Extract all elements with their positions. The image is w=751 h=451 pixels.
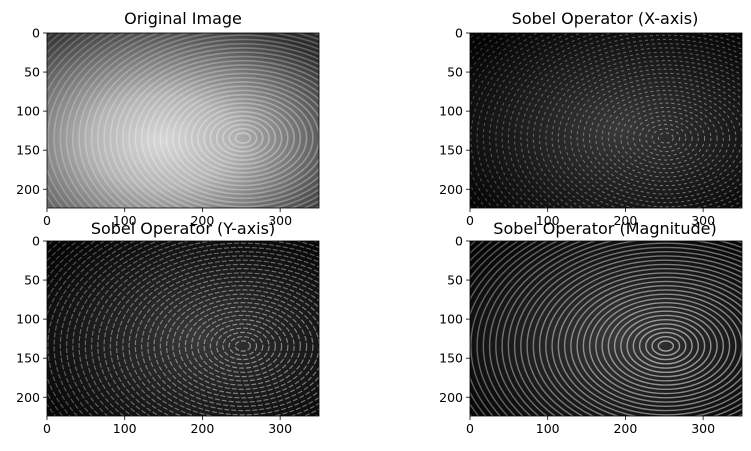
y-tick-label: 200 xyxy=(16,390,40,405)
y-tick-label: 50 xyxy=(447,65,463,80)
y-tick-label: 50 xyxy=(447,273,463,288)
x-tick-label: 200 xyxy=(613,213,637,228)
y-tick-label: 150 xyxy=(439,351,463,366)
y-tick-label: 100 xyxy=(16,104,40,119)
panel-title: Sobel Operator (X-axis) xyxy=(512,9,699,28)
panel-sobel-magnitude: 0 100 200 300 0 50 100 150 200 Sobel Operator (M… xyxy=(439,219,743,437)
y-tick-label: 200 xyxy=(439,182,463,197)
x-tick-label: 100 xyxy=(536,421,560,436)
panel-title: Sobel Operator (Magnitude) xyxy=(493,219,716,238)
panel-sobel-x: Sobel Operator (X-axis) 0 100 200 300 0 50 100… xyxy=(439,9,743,229)
y-tick-label: 150 xyxy=(16,351,40,366)
panel-title: Sobel Operator (Y-axis) xyxy=(91,219,275,238)
y-tick-label: 0 xyxy=(32,26,40,41)
y-tick-label: 50 xyxy=(24,65,40,80)
y-tick-label: 150 xyxy=(16,143,40,158)
x-tick-label: 200 xyxy=(190,213,214,228)
image-original xyxy=(47,33,319,208)
y-tick-label: 150 xyxy=(439,143,463,158)
x-tick-label: 300 xyxy=(691,421,715,436)
y-tick-label: 100 xyxy=(16,312,40,327)
y-tick-label: 200 xyxy=(439,390,463,405)
y-tick-label: 100 xyxy=(439,312,463,327)
x-tick-label: 0 xyxy=(43,213,51,228)
x-tick-label: 200 xyxy=(190,421,214,436)
x-tick-label: 0 xyxy=(466,421,474,436)
axes-frame xyxy=(46,32,320,209)
panel-original-image: Original Image 0 100 200 300 0 50 100 150 200 xyxy=(16,9,320,229)
axis-ticks: 0 100 200 300 0 50 100 150 200 xyxy=(439,26,715,229)
x-tick-label: 300 xyxy=(268,421,292,436)
axes-frame xyxy=(469,240,743,417)
x-tick-label: 100 xyxy=(113,421,137,436)
x-tick-label: 100 xyxy=(536,213,560,228)
panel-sobel-y: 0 100 200 300 0 50 100 150 200 Sobel Operator (Y… xyxy=(16,219,320,437)
axis-ticks: 0 100 200 300 0 50 100 150 200 xyxy=(16,26,292,229)
axis-ticks: 0 100 200 300 0 50 100 150 200 xyxy=(16,234,292,437)
x-tick-label: 100 xyxy=(113,213,137,228)
axis-ticks: 0 100 200 300 0 50 100 150 200 xyxy=(439,234,715,437)
image-sobel-x xyxy=(470,33,742,208)
y-tick-label: 0 xyxy=(455,26,463,41)
panel-title: Original Image xyxy=(124,9,242,28)
x-tick-label: 300 xyxy=(268,213,292,228)
y-tick-label: 50 xyxy=(24,273,40,288)
axes-frame xyxy=(469,32,743,209)
image-sobel-y xyxy=(47,241,319,416)
x-tick-label: 0 xyxy=(466,213,474,228)
x-tick-label: 300 xyxy=(691,213,715,228)
y-tick-label: 0 xyxy=(32,234,40,249)
axes-frame xyxy=(46,240,320,417)
y-tick-label: 0 xyxy=(455,234,463,249)
x-tick-label: 200 xyxy=(613,421,637,436)
image-sobel-magnitude xyxy=(470,241,742,416)
x-tick-label: 0 xyxy=(43,421,51,436)
y-tick-label: 100 xyxy=(439,104,463,119)
y-tick-label: 200 xyxy=(16,182,40,197)
